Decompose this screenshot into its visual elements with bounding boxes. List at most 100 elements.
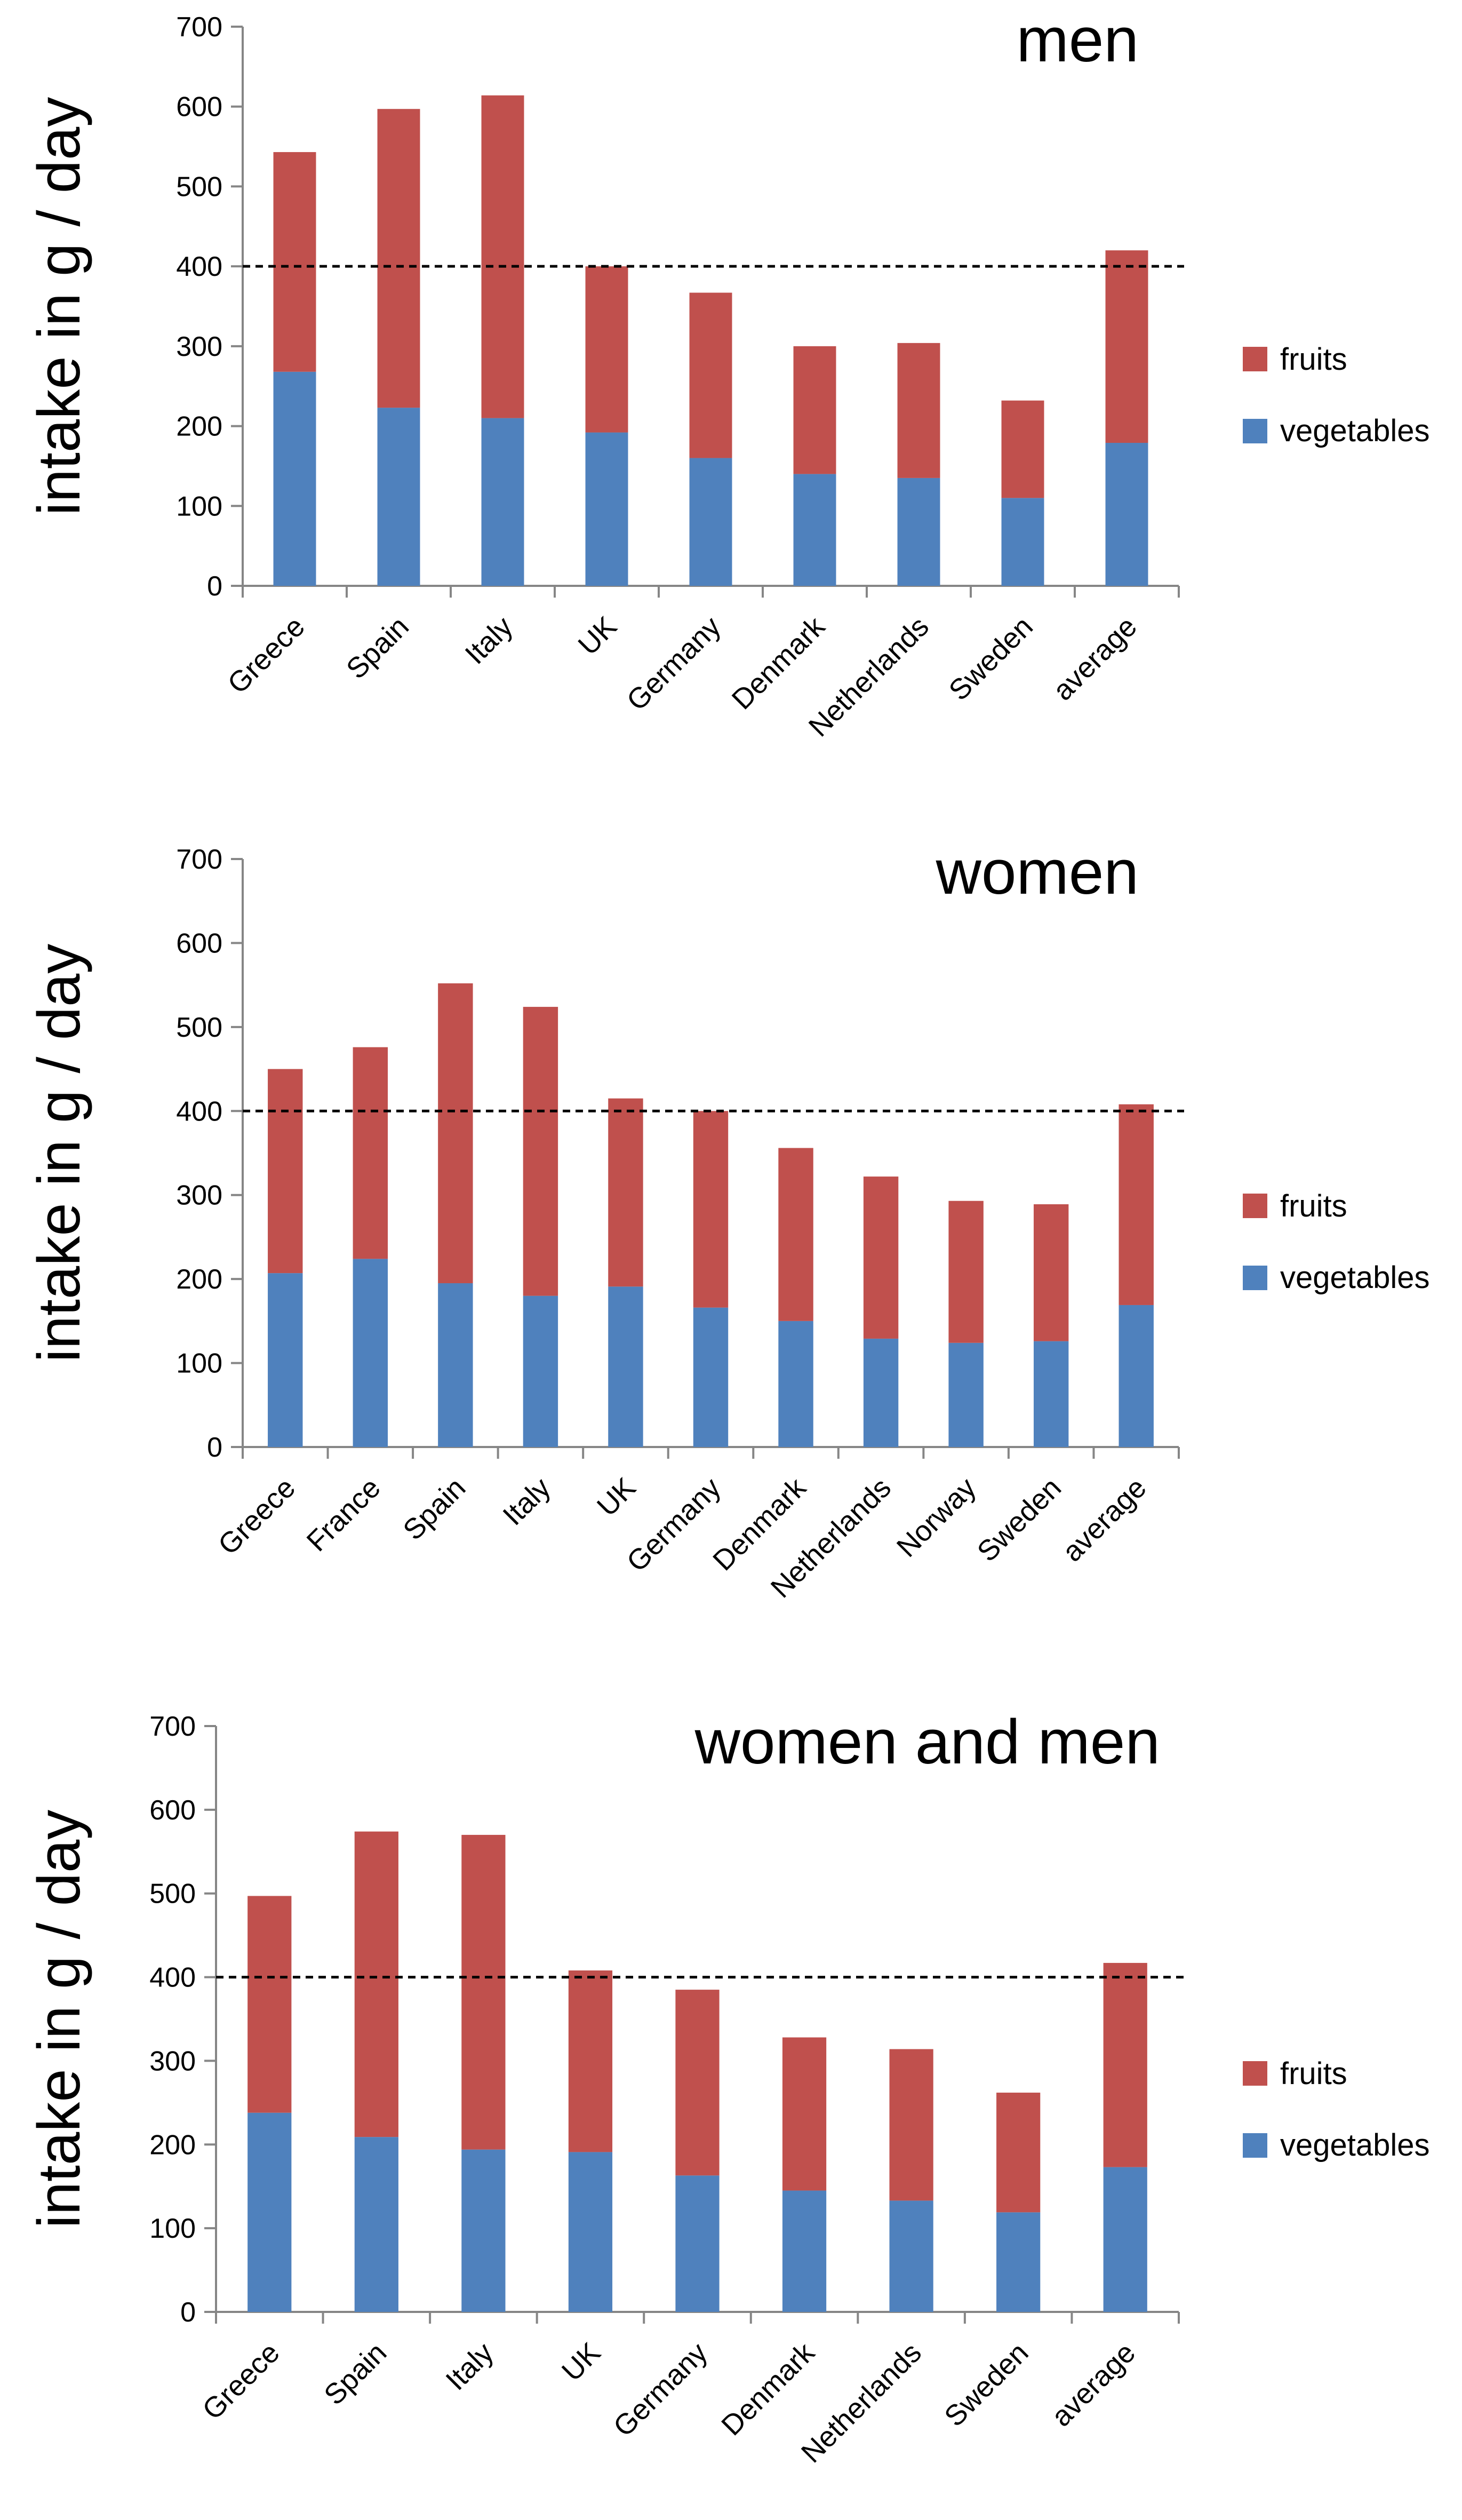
- x-category-label: Germany: [608, 2336, 714, 2443]
- legend: fruits vegetables: [1243, 342, 1430, 448]
- bar-vegetables-average: [1119, 1305, 1154, 1447]
- bar-vegetables-germany: [675, 2175, 720, 2312]
- bar-fruits-netherlands: [889, 2049, 933, 2201]
- y-tick-label: 200: [176, 411, 222, 442]
- y-tick-label: 600: [176, 928, 222, 959]
- x-category-label: Greece: [212, 1472, 302, 1561]
- bar-vegetables-germany: [693, 1307, 729, 1447]
- bar-fruits-uk: [568, 1970, 613, 2152]
- panel-title: men: [1016, 5, 1139, 75]
- bar-fruits-france: [353, 1047, 388, 1259]
- bar-vegetables-uk: [585, 432, 628, 586]
- legend-swatch-vegetables: [1243, 1266, 1267, 1290]
- bar-vegetables-denmark: [782, 2190, 827, 2312]
- bar-vegetables-sweden: [1001, 498, 1044, 586]
- bar-fruits-denmark: [782, 2037, 827, 2191]
- bar-fruits-sweden: [1033, 1204, 1069, 1341]
- x-category-label: UK: [591, 1472, 642, 1522]
- legend-label-vegetables: vegetables: [1280, 2128, 1430, 2163]
- bar-fruits-uk: [608, 1098, 643, 1287]
- legend-label-vegetables: vegetables: [1280, 1260, 1430, 1295]
- y-tick-label: 300: [176, 1180, 222, 1211]
- bar-vegetables-denmark: [793, 474, 836, 586]
- x-category-label: average: [1056, 1472, 1152, 1568]
- legend-swatch-vegetables: [1243, 419, 1267, 443]
- legend-swatch-fruits: [1243, 2061, 1267, 2086]
- bar-vegetables-netherlands: [889, 2200, 933, 2312]
- y-axis-label: intake in g / day: [26, 944, 92, 1363]
- bar-fruits-greece: [273, 152, 316, 372]
- bar-vegetables-italy: [481, 418, 524, 586]
- y-tick-label: 700: [176, 844, 222, 875]
- bar-vegetables-uk: [568, 2152, 613, 2312]
- bar-fruits-denmark: [793, 346, 836, 474]
- bar-vegetables-spain: [354, 2137, 398, 2312]
- y-tick-label: 400: [176, 1096, 222, 1127]
- bar-fruits-greece: [247, 1896, 292, 2113]
- bar-fruits-denmark: [778, 1148, 813, 1321]
- bar-vegetables-average: [1103, 2167, 1147, 2312]
- y-axis-label: intake in g / day: [26, 97, 92, 516]
- y-tick-label: 0: [180, 2297, 196, 2328]
- x-category-label: Denmark: [715, 2336, 821, 2442]
- y-tick-label: 200: [176, 1264, 222, 1295]
- legend-swatch-fruits: [1243, 347, 1267, 371]
- bar-vegetables-netherlands: [897, 478, 940, 586]
- x-category-label: Germany: [621, 1472, 727, 1578]
- bar-vegetables-sweden: [1033, 1341, 1069, 1447]
- y-tick-label: 700: [176, 12, 222, 43]
- y-tick-label: 500: [176, 171, 222, 202]
- x-category-label: UK: [572, 610, 623, 661]
- x-category-label: Norway: [891, 1472, 982, 1563]
- legend-label-fruits: fruits: [1280, 2056, 1347, 2091]
- y-tick-label: 0: [207, 1432, 222, 1463]
- legend-label-fruits: fruits: [1280, 342, 1347, 377]
- y-tick-label: 400: [149, 1962, 196, 1993]
- y-tick-label: 100: [149, 2213, 196, 2244]
- x-category-label: Spain: [318, 2336, 393, 2411]
- x-category-label: Spain: [397, 1472, 472, 1546]
- bar-vegetables-norway: [948, 1342, 984, 1447]
- bar-fruits-spain: [438, 983, 473, 1284]
- y-tick-label: 0: [207, 571, 222, 602]
- bar-vegetables-spain: [377, 408, 420, 586]
- y-axis-label: intake in g / day: [26, 1810, 92, 2229]
- x-category-label: Sweden: [943, 610, 1039, 706]
- bar-vegetables-uk: [608, 1286, 643, 1447]
- bar-fruits-uk: [585, 266, 628, 433]
- bar-fruits-sweden: [1001, 400, 1044, 498]
- chart-panel-0: 0 100 200 300 400 500 600 700 Greece Spain Italy UK…: [26, 5, 1429, 743]
- x-category-label: Spain: [340, 610, 415, 685]
- bar-fruits-norway: [948, 1201, 984, 1343]
- y-tick-label: 500: [149, 1879, 196, 1910]
- bar-vegetables-netherlands: [863, 1338, 899, 1447]
- bar-vegetables-average: [1105, 443, 1148, 586]
- y-tick-label: 300: [149, 2046, 196, 2077]
- bar-fruits-greece: [268, 1069, 303, 1274]
- bar-fruits-sweden: [996, 2093, 1041, 2213]
- x-category-label: Greece: [221, 610, 311, 700]
- y-tick-label: 200: [149, 2129, 196, 2160]
- legend-label-fruits: fruits: [1280, 1189, 1347, 1223]
- bar-vegetables-sweden: [996, 2212, 1041, 2312]
- x-category-label: Greece: [196, 2336, 286, 2426]
- panel-title: women: [936, 837, 1139, 908]
- bar-fruits-netherlands: [863, 1176, 899, 1339]
- legend: fruits vegetables: [1243, 2056, 1430, 2163]
- x-category-label: France: [301, 1472, 387, 1557]
- bar-fruits-average: [1105, 250, 1148, 443]
- bar-fruits-average: [1119, 1104, 1154, 1305]
- bar-fruits-spain: [377, 109, 420, 408]
- y-tick-label: 500: [176, 1012, 222, 1043]
- x-category-label: Sweden: [971, 1472, 1067, 1568]
- x-category-label: average: [1045, 2336, 1141, 2432]
- bar-vegetables-denmark: [778, 1321, 813, 1447]
- bar-fruits-germany: [693, 1111, 729, 1308]
- bar-fruits-spain: [354, 1831, 398, 2137]
- bar-fruits-italy: [461, 1834, 506, 2150]
- bar-vegetables-italy: [523, 1295, 558, 1447]
- bar-vegetables-greece: [273, 371, 316, 586]
- x-category-label: Sweden: [938, 2336, 1034, 2432]
